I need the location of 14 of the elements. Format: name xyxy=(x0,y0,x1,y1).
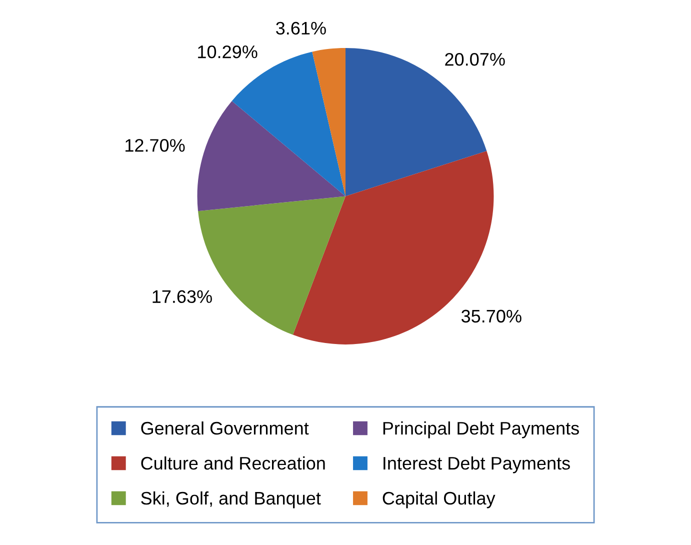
data-label: 10.29% xyxy=(198,45,258,58)
legend-label: Culture and Recreation xyxy=(141,456,325,470)
data-label: 35.70% xyxy=(461,310,522,323)
data-label: 17.63% xyxy=(152,290,212,304)
legend-label: General Government xyxy=(141,421,309,435)
legend-label: Ski, Golf, and Banquet xyxy=(141,491,321,508)
data-label: 20.07% xyxy=(445,52,505,66)
legend-label: Capital Outlay xyxy=(382,491,496,508)
legend-label: Principal Debt Payments xyxy=(383,421,579,438)
legend-label: Interest Debt Payments xyxy=(384,456,570,474)
pie-slice xyxy=(197,100,346,212)
data-label: 12.70% xyxy=(126,139,185,152)
data-label: 3.61% xyxy=(276,22,326,35)
pie-slice xyxy=(312,48,346,196)
